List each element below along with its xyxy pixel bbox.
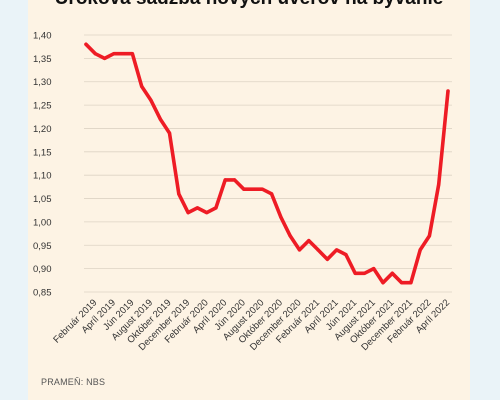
data-point — [260, 187, 264, 191]
y-tick-label: 1,25 — [33, 101, 52, 112]
data-point — [121, 52, 125, 56]
data-point — [297, 248, 302, 252]
data-point — [362, 271, 367, 275]
data-point — [232, 178, 237, 182]
data-point — [93, 52, 97, 56]
data-point — [130, 52, 135, 56]
data-point — [223, 178, 227, 182]
data-point — [177, 192, 181, 196]
data-point — [279, 215, 283, 219]
data-point — [316, 248, 320, 252]
y-tick-label: 1,40 — [33, 31, 52, 42]
data-point — [195, 206, 199, 210]
data-point — [390, 271, 394, 275]
data-point — [205, 210, 209, 215]
y-tick-label: 1,35 — [33, 54, 52, 65]
data-point — [112, 52, 116, 56]
y-tick-label: 1,20 — [33, 124, 52, 135]
data-point — [325, 257, 329, 261]
y-tick-label: 1,10 — [33, 171, 52, 182]
y-tick-label: 1,00 — [33, 217, 52, 228]
data-point — [381, 281, 385, 285]
source-note: PRAMEŇ: NBS — [41, 377, 106, 387]
data-point — [214, 206, 218, 210]
data-point — [251, 187, 255, 191]
data-point — [140, 84, 144, 88]
y-tick-label: 1,05 — [33, 194, 52, 205]
y-tick-label: 0,95 — [33, 241, 52, 252]
data-point — [242, 187, 246, 191]
data-point — [353, 271, 357, 275]
data-point — [372, 267, 376, 271]
y-tick-label: 0,85 — [33, 288, 52, 299]
data-point — [186, 210, 190, 215]
data-point — [149, 98, 153, 103]
data-point — [158, 117, 162, 121]
data-point — [418, 248, 422, 252]
data-point — [409, 281, 413, 285]
series-line — [84, 42, 450, 285]
data-point — [427, 234, 432, 238]
data-point — [288, 234, 292, 238]
chart-title: Úroková sadzba nových úverov na bývanie — [28, 0, 470, 10]
y-tick-label: 1,30 — [33, 77, 52, 88]
data-point — [335, 248, 339, 252]
data-point — [270, 192, 274, 196]
y-tick-label: 0,90 — [33, 264, 52, 275]
data-point — [102, 56, 107, 60]
chart-panel: Úroková sadzba nových úverov na bývanie … — [28, 0, 470, 400]
data-point — [84, 42, 88, 46]
data-point — [399, 281, 404, 285]
y-tick-label: 1,15 — [33, 147, 52, 158]
line-chart: 1,40 1,35 1,30 1,25 1,20 1,15 1,10 1,05 1,00 0,95… — [33, 31, 452, 353]
data-point — [437, 182, 441, 187]
data-point — [344, 253, 348, 257]
data-point — [307, 239, 311, 243]
data-point — [446, 89, 450, 93]
data-point — [167, 131, 172, 135]
